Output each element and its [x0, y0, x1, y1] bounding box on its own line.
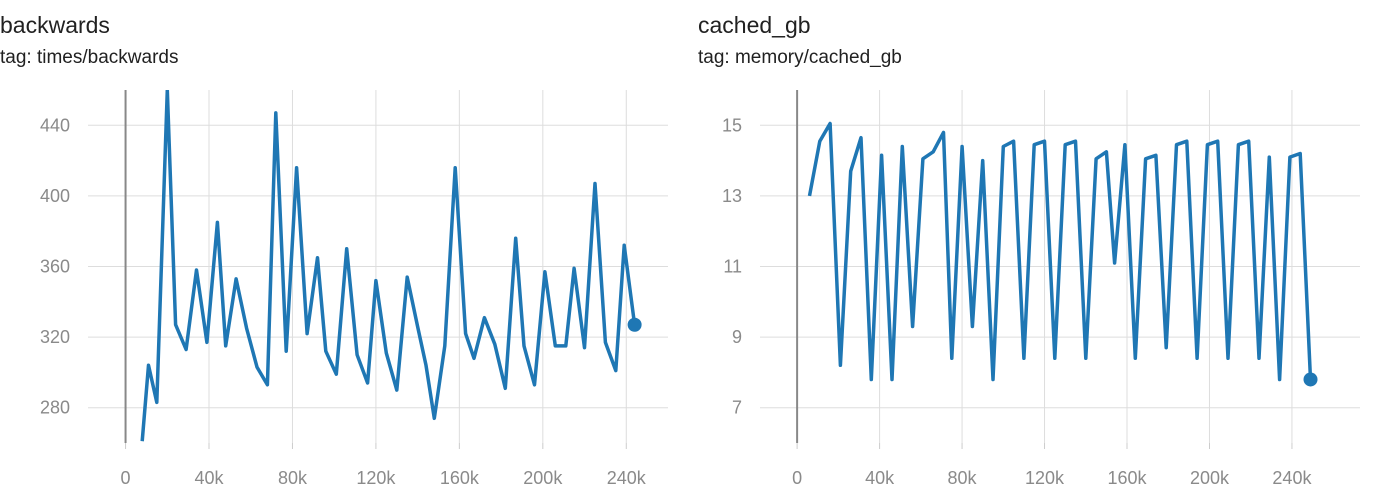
x-tick-label: 160k — [1107, 468, 1147, 488]
y-tick-label: 400 — [40, 186, 70, 206]
x-tick-label: 240k — [607, 468, 647, 488]
x-tick-label: 80k — [948, 468, 978, 488]
chart-panel: backwards tag: times/backwards 280 320 360 40… — [0, 12, 668, 488]
last-point — [627, 317, 642, 332]
chart-subtitle: tag: memory/cached_gb — [698, 47, 902, 68]
x-tick-label: 200k — [523, 468, 563, 488]
x-tick-label: 80k — [278, 468, 308, 488]
y-tick-label: 13 — [722, 186, 742, 206]
y-tick-label: 15 — [722, 115, 742, 135]
x-tick-label: 40k — [865, 468, 895, 488]
y-tick-label: 11 — [723, 257, 742, 277]
x-tick-label: 200k — [1190, 468, 1230, 488]
y-tick-label: 320 — [40, 327, 70, 347]
chart-title: cached_gb — [698, 12, 811, 38]
x-tick-label: 40k — [194, 468, 224, 488]
series — [807, 121, 1313, 382]
chart-panel: cached_gb tag: memory/cached_gb 7 9 11 13 15 0 4… — [698, 12, 1360, 488]
series-line — [807, 121, 1313, 382]
y-tick-label: 440 — [40, 115, 70, 135]
x-tick-label: 240k — [1272, 468, 1312, 488]
y-tick-label: 360 — [40, 257, 70, 277]
x-tick-label: 160k — [440, 468, 480, 488]
series — [140, 90, 637, 442]
y-tick-label: 7 — [732, 398, 742, 418]
chart-subtitle: tag: times/backwards — [0, 47, 178, 68]
y-tick-label: 280 — [40, 398, 70, 418]
last-point — [1303, 372, 1318, 387]
x-tick-label: 0 — [121, 468, 131, 488]
x-tick-label: 120k — [356, 468, 396, 488]
chart-title: backwards — [0, 12, 110, 38]
x-tick-label: 0 — [792, 468, 802, 488]
series-line — [140, 90, 637, 442]
y-tick-label: 9 — [732, 327, 742, 347]
x-tick-label: 120k — [1025, 468, 1065, 488]
